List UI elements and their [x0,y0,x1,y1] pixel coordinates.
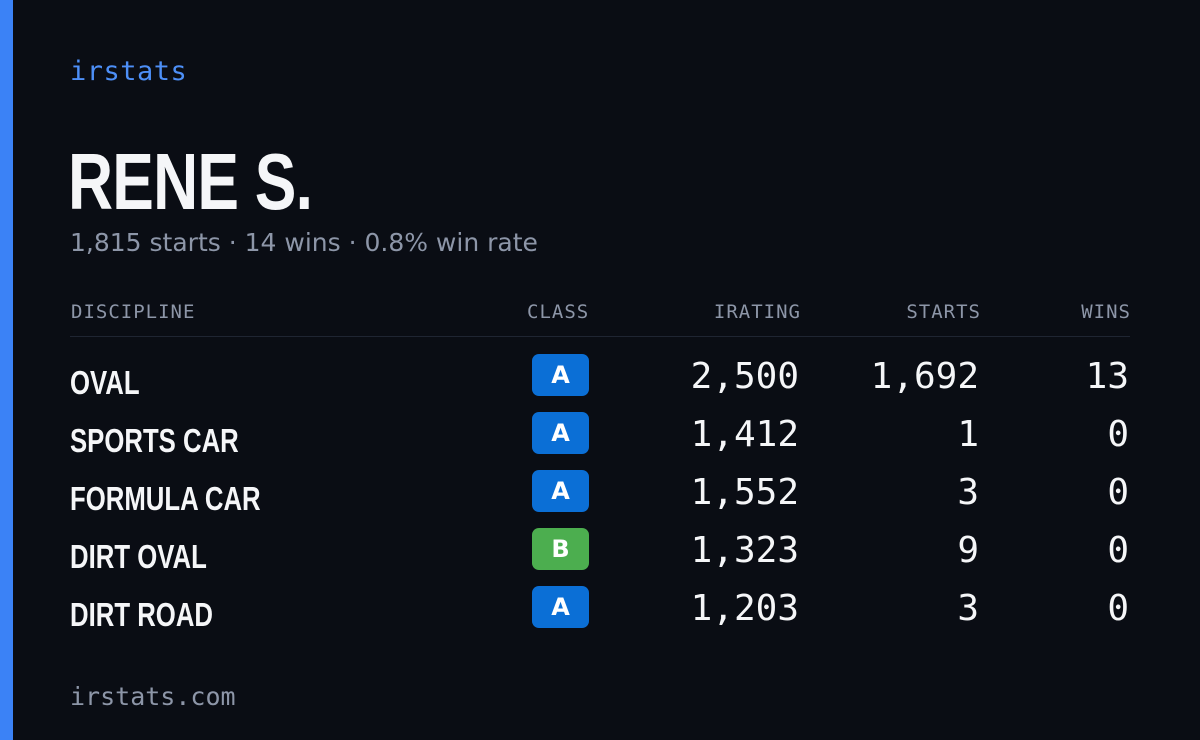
header-class: CLASS [527,301,590,323]
table-row: FORMULA CAR A 1,552 3 0 [0,470,1200,528]
irating-value: 1,552 [690,472,799,513]
wins-value: 0 [1107,530,1129,571]
header-starts: STARTS [906,301,981,323]
discipline-name: DIRT OVAL [70,538,207,575]
class-badge: A [532,586,589,628]
discipline-name: SPORTS CAR [70,422,239,459]
starts-value: 9 [957,530,979,571]
driver-summary: 1,815 starts · 14 wins · 0.8% win rate [70,228,538,257]
irating-value: 2,500 [690,356,799,397]
header-irating: IRATING [713,301,801,323]
discipline-name: DIRT ROAD [70,596,213,633]
table-row: DIRT OVAL B 1,323 9 0 [0,528,1200,586]
header-wins: WINS [1081,301,1131,323]
wins-value: 0 [1107,588,1129,629]
table-row: OVAL A 2,500 1,692 13 [0,354,1200,412]
starts-value: 3 [957,588,979,629]
footer-url: irstats.com [70,682,236,711]
brand-logo: irstats [70,56,188,87]
wins-value: 0 [1107,414,1129,455]
class-badge: B [532,528,589,570]
discipline-name: OVAL [70,364,140,401]
class-badge: A [532,412,589,454]
discipline-name: FORMULA CAR [70,480,261,517]
driver-name: RENE S. [68,137,313,226]
class-badge: A [532,354,589,396]
irating-value: 1,323 [690,530,799,571]
starts-value: 1 [957,414,979,455]
header-divider [70,336,1130,337]
table-row: DIRT ROAD A 1,203 3 0 [0,586,1200,644]
wins-value: 0 [1107,472,1129,513]
starts-value: 1,692 [870,356,979,397]
header-discipline: DISCIPLINE [71,301,196,323]
irating-value: 1,203 [690,588,799,629]
class-badge: A [532,470,589,512]
starts-value: 3 [957,472,979,513]
irating-value: 1,412 [690,414,799,455]
accent-bar [0,0,13,740]
table-row: SPORTS CAR A 1,412 1 0 [0,412,1200,470]
wins-value: 13 [1085,356,1129,397]
